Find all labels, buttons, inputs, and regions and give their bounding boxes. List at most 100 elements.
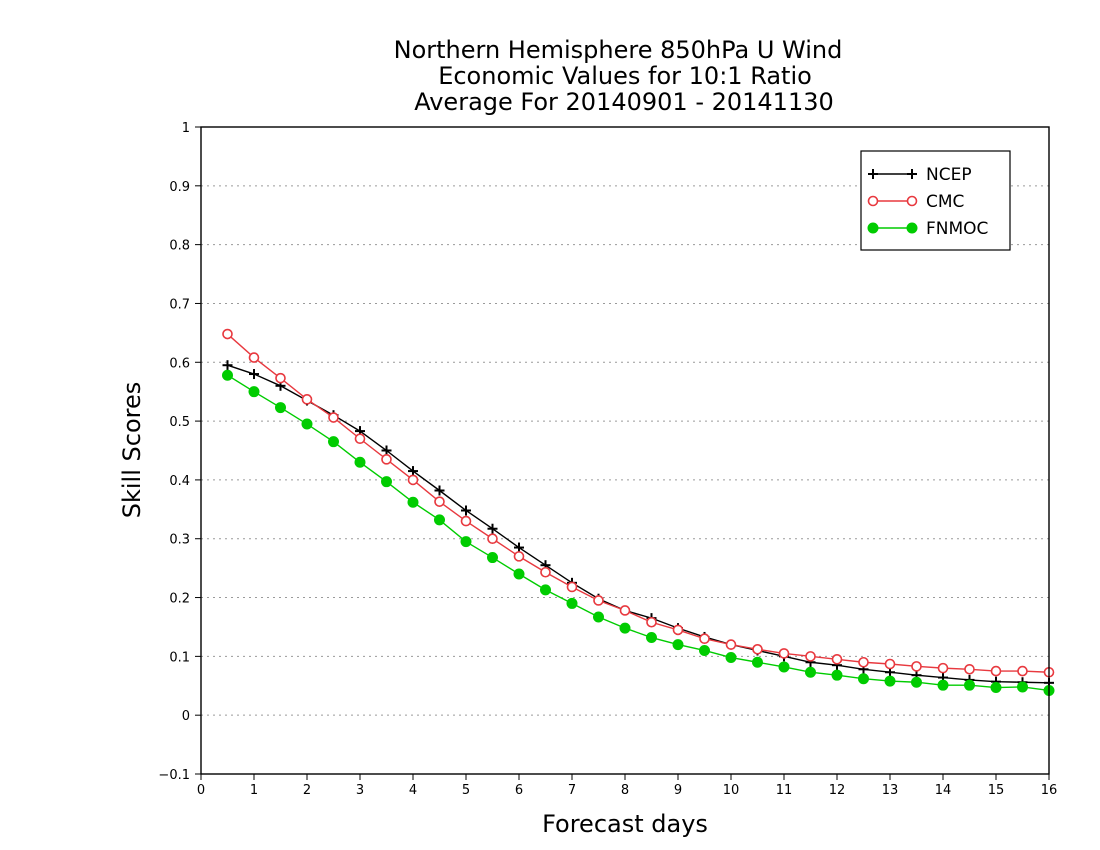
data-point-open-circle xyxy=(858,656,869,668)
data-point-open-circle xyxy=(937,662,949,674)
x-tick-label: 16 xyxy=(1041,783,1058,798)
y-tick-label: 0 xyxy=(182,709,190,724)
x-tick-label: 15 xyxy=(988,783,1005,798)
data-point-filled-circle xyxy=(593,611,604,623)
y-tick-label: 0.7 xyxy=(169,297,190,312)
data-point-plus xyxy=(487,523,498,534)
data-point-filled-circle xyxy=(858,673,869,685)
data-point-filled-circle xyxy=(513,568,525,580)
y-tick-label: 0.8 xyxy=(169,239,190,254)
axes: −0.100.10.20.30.40.50.60.70.80.910 1 2 3 4 5 6… xyxy=(158,121,1057,798)
legend-label: CMC xyxy=(926,192,964,212)
legend-item-cmc: CMC xyxy=(867,192,964,212)
data-point-open-circle xyxy=(328,412,339,423)
data-point-filled-circle xyxy=(222,369,233,381)
data-point-plus xyxy=(381,445,392,456)
chart-title: Northern Hemisphere 850hPa U Wind Econom… xyxy=(394,36,843,116)
x-tick-label: 13 xyxy=(882,783,899,798)
data-point-open-circle xyxy=(699,633,710,645)
data-point-filled-circle xyxy=(778,661,790,673)
data-point-open-circle xyxy=(778,648,790,659)
x-tick-label: 10 xyxy=(723,783,740,798)
data-point-open-circle xyxy=(275,372,286,384)
data-point-filled-circle xyxy=(937,679,949,691)
x-tick-label: 9 xyxy=(674,783,682,798)
data-point-open-circle xyxy=(566,581,578,593)
data-point-filled-circle xyxy=(911,676,922,688)
data-point-filled-circle xyxy=(699,644,710,656)
data-point-plus xyxy=(868,169,878,179)
data-point-open-circle xyxy=(222,328,233,340)
data-point-filled-circle xyxy=(805,666,816,678)
series-line xyxy=(227,333,1050,673)
legend-label: NCEP xyxy=(926,165,972,185)
y-tick-label: 0.2 xyxy=(169,592,190,607)
y-tick-label: −0.1 xyxy=(158,768,190,783)
data-point-filled-circle xyxy=(434,514,445,526)
title-line-3: Average For 20140901 - 20141130 xyxy=(414,88,834,116)
x-tick-label: 12 xyxy=(829,783,846,798)
data-point-plus xyxy=(434,485,445,496)
data-point-open-circle xyxy=(964,664,975,675)
x-tick-label: 1 xyxy=(250,783,258,798)
x-tick-label: 7 xyxy=(568,783,576,798)
data-point-open-circle xyxy=(248,352,260,363)
data-point-filled-circle xyxy=(460,536,472,548)
data-point-open-circle xyxy=(831,654,843,665)
plot-frame xyxy=(200,126,1050,775)
title-line-1: Northern Hemisphere 850hPa U Wind xyxy=(394,36,843,64)
y-tick-label: 0.6 xyxy=(169,356,190,371)
grid-lines xyxy=(201,185,1049,716)
series-line xyxy=(227,374,1050,692)
data-point-open-circle xyxy=(884,658,896,670)
y-tick-label: 0.5 xyxy=(169,415,190,430)
data-point-open-circle xyxy=(1017,665,1028,677)
data-point-plus xyxy=(461,505,471,516)
y-tick-label: 0.4 xyxy=(169,474,190,489)
data-point-filled-circle xyxy=(831,669,843,681)
data-point-open-circle xyxy=(805,651,816,662)
data-point-open-circle xyxy=(911,661,922,672)
y-tick-label: 0.9 xyxy=(169,180,190,195)
series-line xyxy=(227,364,1050,684)
data-point-filled-circle xyxy=(906,222,918,234)
data-point-filled-circle xyxy=(1017,681,1028,693)
data-point-open-circle xyxy=(381,454,392,465)
x-tick-label: 4 xyxy=(409,783,417,798)
data-point-open-circle xyxy=(513,551,525,562)
data-point-filled-circle xyxy=(487,552,498,564)
data-point-open-circle xyxy=(906,195,918,207)
x-tick-label: 0 xyxy=(197,783,205,798)
data-point-filled-circle xyxy=(725,652,737,664)
data-point-filled-circle xyxy=(540,584,551,596)
data-point-filled-circle xyxy=(407,496,419,508)
legend-item-fnmoc: FNMOC xyxy=(867,219,988,239)
data-point-filled-circle xyxy=(867,222,879,234)
data-point-filled-circle xyxy=(354,456,366,468)
title-line-2: Economic Values for 10:1 Ratio xyxy=(438,62,812,90)
data-point-open-circle xyxy=(867,195,879,207)
y-tick-label: 0.3 xyxy=(169,533,190,548)
data-point-filled-circle xyxy=(672,639,684,651)
data-point-open-circle xyxy=(646,616,657,628)
x-tick-label: 3 xyxy=(356,783,364,798)
data-point-filled-circle xyxy=(646,632,657,644)
data-point-open-circle xyxy=(725,639,737,650)
x-tick-label: 11 xyxy=(776,783,793,798)
x-tick-label: 5 xyxy=(462,783,470,798)
data-point-filled-circle xyxy=(752,656,763,668)
x-axis-title: Forecast days xyxy=(542,810,708,838)
x-tick-label: 2 xyxy=(303,783,311,798)
series-layer xyxy=(222,328,1055,696)
data-point-filled-circle xyxy=(566,597,578,609)
legend-item-ncep: NCEP xyxy=(868,165,972,185)
data-point-filled-circle xyxy=(381,476,392,488)
data-point-filled-circle xyxy=(990,682,1002,694)
data-point-open-circle xyxy=(487,533,498,545)
data-point-filled-circle xyxy=(964,679,975,691)
data-point-open-circle xyxy=(301,394,313,405)
data-point-plus xyxy=(249,369,259,380)
y-tick-label: 1 xyxy=(182,121,190,136)
legend: NCEP CMC FNMOC xyxy=(860,150,1011,251)
